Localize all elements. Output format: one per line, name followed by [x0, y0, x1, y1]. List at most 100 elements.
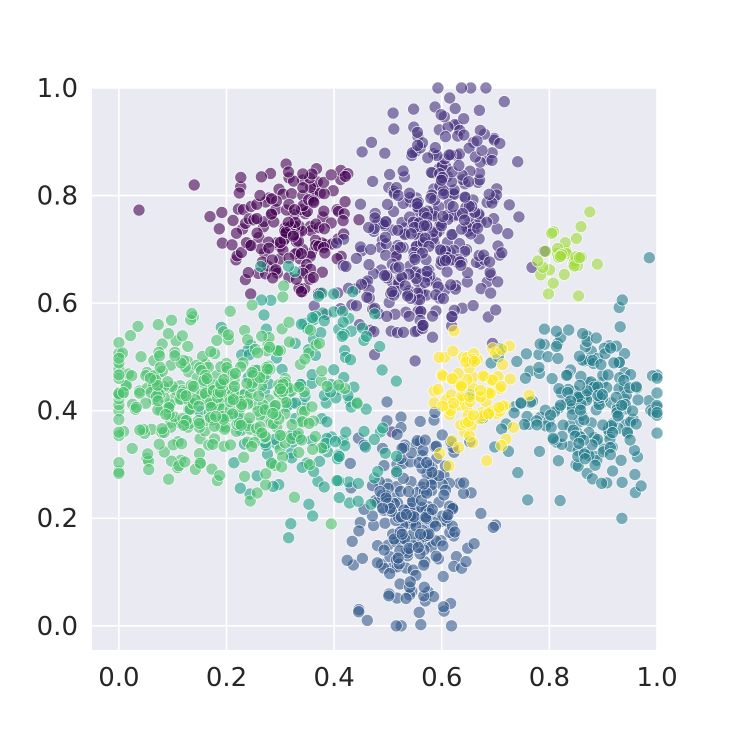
scatter-point	[521, 493, 535, 507]
scatter-point	[493, 137, 507, 150]
scatter-point	[162, 327, 175, 340]
scatter-point	[410, 197, 424, 210]
scatter-point	[382, 589, 396, 603]
scatter-point	[623, 433, 637, 447]
scatter-point	[448, 102, 462, 115]
scatter-point	[452, 441, 466, 454]
y-tick-label: 0.2	[37, 504, 78, 534]
scatter-point	[445, 228, 459, 241]
scatter-point	[339, 425, 353, 439]
scatter-point	[378, 516, 392, 530]
scatter-point	[601, 368, 615, 382]
scatter-point	[457, 476, 471, 490]
scatter-point	[545, 372, 559, 385]
scatter-point	[574, 220, 588, 233]
scatter-point	[213, 222, 226, 236]
scatter-point	[416, 443, 430, 457]
scatter-point	[572, 289, 585, 303]
scatter-point	[466, 299, 480, 312]
scatter-point	[417, 580, 431, 594]
scatter-point	[576, 327, 589, 340]
scatter-point	[352, 605, 366, 619]
scatter-point	[350, 397, 364, 410]
scatter-point	[455, 81, 468, 95]
scatter-point	[142, 463, 155, 476]
scatter-point	[588, 458, 602, 472]
scatter-point	[411, 126, 424, 139]
scatter-point	[545, 227, 559, 240]
scatter-point	[165, 313, 178, 327]
scatter-point	[463, 390, 477, 404]
scatter-point	[227, 456, 241, 470]
scatter-point	[546, 276, 560, 290]
scatter-point	[462, 141, 476, 155]
scatter-point	[443, 91, 457, 105]
scatter-point	[330, 474, 344, 487]
scatter-point	[277, 279, 291, 293]
scatter-point	[229, 367, 242, 380]
scatter-point	[357, 425, 371, 438]
scatter-point	[317, 204, 331, 218]
y-tick-label: 0.0	[37, 612, 78, 642]
scatter-point	[292, 446, 306, 459]
scatter-point	[234, 418, 248, 432]
scatter-point	[226, 393, 240, 407]
scatter-point	[152, 437, 166, 451]
scatter-point	[222, 328, 235, 342]
scatter-point	[416, 318, 430, 332]
x-axis-tick-labels: 0.0 0.2 0.4 0.6 0.8 1.0	[98, 663, 677, 693]
scatter-point	[470, 134, 484, 148]
scatter-point	[318, 246, 332, 260]
scatter-point	[573, 251, 586, 265]
scatter-point	[418, 433, 432, 447]
scatter-point	[117, 386, 130, 399]
scatter-point	[251, 346, 264, 360]
scatter-point	[462, 175, 476, 188]
scatter-point	[468, 354, 481, 368]
scatter-point	[408, 354, 422, 368]
scatter-point	[390, 428, 404, 441]
scatter-point	[193, 416, 206, 430]
scatter-point	[560, 369, 573, 382]
scatter-point	[276, 290, 290, 304]
scatter-point	[629, 417, 643, 431]
scatter-point	[303, 458, 316, 472]
scatter-point	[466, 436, 479, 449]
scatter-point	[544, 408, 557, 422]
scatter-point	[435, 173, 448, 187]
scatter-point	[628, 468, 642, 481]
scatter-point	[539, 245, 552, 258]
scatter-point	[454, 259, 468, 272]
scatter-point	[375, 363, 389, 377]
scatter-point	[445, 310, 459, 323]
scatter-point	[302, 416, 316, 430]
y-tick-label: 0.8	[37, 182, 78, 212]
scatter-point	[392, 260, 406, 274]
scatter-point	[224, 438, 237, 452]
scatter-point	[244, 287, 257, 301]
scatter-point	[425, 503, 439, 516]
scatter-point	[380, 309, 394, 323]
scatter-point	[259, 467, 273, 481]
scatter-point	[482, 407, 495, 421]
scatter-point	[395, 527, 409, 541]
scatter-point	[346, 285, 360, 299]
scatter-point	[360, 290, 374, 304]
scatter-point	[390, 449, 403, 463]
scatter-point	[313, 336, 326, 350]
scatter-point	[615, 399, 629, 412]
scatter-point	[228, 380, 241, 393]
scatter-point	[482, 188, 496, 201]
scatter-point	[512, 210, 526, 224]
scatter-point	[562, 323, 576, 337]
scatter-point	[554, 398, 567, 412]
scatter-point	[320, 379, 334, 393]
scatter-point	[336, 305, 350, 318]
scatter-point	[141, 447, 154, 461]
scatter-point	[642, 251, 656, 265]
scatter-point	[420, 456, 434, 469]
scatter-point	[364, 243, 378, 256]
scatter-point	[379, 231, 392, 244]
scatter-point	[275, 460, 288, 474]
scatter-point	[350, 299, 363, 313]
